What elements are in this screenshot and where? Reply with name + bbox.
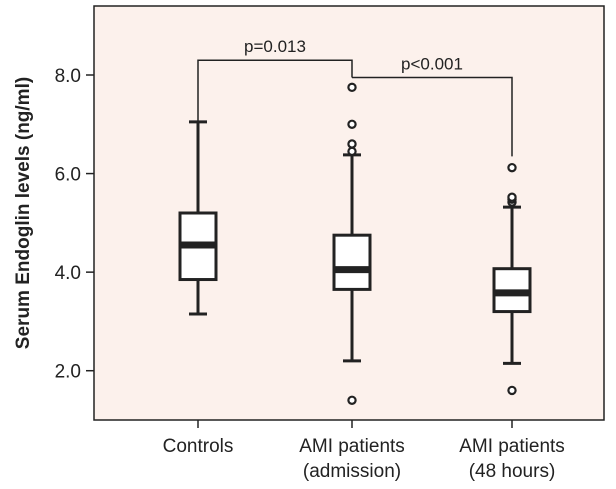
x-category-label: (48 hours) [469,461,556,482]
outlier-point [507,162,517,173]
plot-area [93,5,605,421]
significance-bracket [352,76,513,157]
x-category-label: Controls [163,436,234,457]
y-tick-label: 4.0 [55,263,81,284]
x-category-label: AMI patients [299,436,405,457]
outlier-point [347,119,357,129]
y-tick-label: 8.0 [55,66,81,87]
significance-bracket [197,59,353,122]
p-value-label: p=0.013 [244,37,306,56]
outlier-point [347,139,357,149]
outlier-point [507,192,517,202]
y-tick-label: 2.0 [55,362,81,383]
x-category-label: AMI patients [459,436,565,457]
y-axis-title: Serum Endoglin levels (ng/ml) [13,77,34,349]
box-iqr [332,233,372,291]
outlier-point [347,82,357,93]
p-value-label: p<0.001 [401,54,463,73]
x-category-label: (admission) [303,461,401,482]
y-tick-label: 6.0 [55,165,81,186]
outlier-point [347,395,357,405]
outlier-point [507,385,517,396]
outlier-point [347,146,357,157]
